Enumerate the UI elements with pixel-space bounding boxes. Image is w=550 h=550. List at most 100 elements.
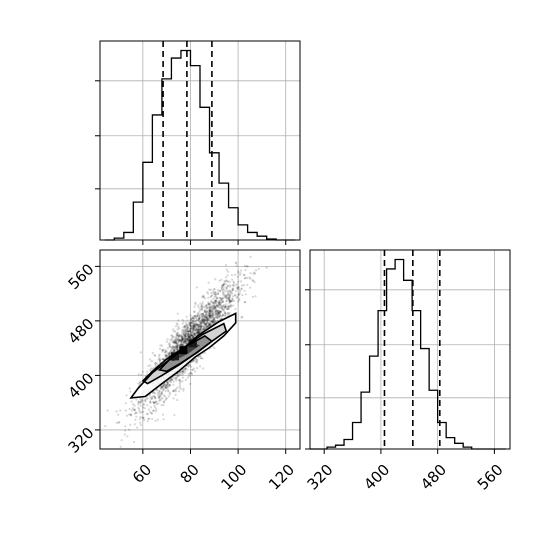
scatter-point xyxy=(198,316,201,319)
scatter-point xyxy=(195,360,198,363)
scatter-point xyxy=(174,344,177,347)
scatter-point xyxy=(163,395,167,398)
scatter-point xyxy=(236,286,239,289)
scatter-point xyxy=(183,341,186,344)
scatter-point xyxy=(153,391,156,394)
scatter-point xyxy=(154,406,157,409)
scatter-point xyxy=(225,300,228,303)
scatter-point xyxy=(211,320,214,323)
scatter-point xyxy=(224,283,227,286)
scatter-point xyxy=(158,396,161,399)
scatter-point xyxy=(216,304,219,307)
scatter-point xyxy=(189,323,192,326)
scatter-point xyxy=(217,305,220,308)
scatter-point xyxy=(160,392,163,395)
scatter-point xyxy=(184,326,187,329)
scatter-point xyxy=(171,334,174,337)
scatter-point xyxy=(214,294,217,298)
scatter-point xyxy=(216,305,219,308)
scatter-point xyxy=(208,315,211,318)
scatter-point xyxy=(199,326,202,329)
scatter-point xyxy=(160,398,163,401)
scatter-point xyxy=(198,331,201,334)
scatter-point xyxy=(174,393,177,396)
scatter-point xyxy=(195,316,198,319)
scatter-point xyxy=(164,390,167,393)
scatter-point xyxy=(199,321,203,324)
scatter-point xyxy=(120,439,123,442)
scatter-point xyxy=(186,330,189,333)
scatter-point xyxy=(190,321,193,324)
scatter-point xyxy=(136,403,140,406)
scatter-point xyxy=(219,310,222,313)
scatter-point xyxy=(156,363,159,366)
scatter-point xyxy=(203,309,206,312)
scatter-point xyxy=(197,318,200,321)
scatter-point xyxy=(176,345,179,348)
scatter-point xyxy=(165,397,168,400)
scatter-point xyxy=(178,333,181,336)
scatter-point xyxy=(166,382,170,385)
scatter-point xyxy=(224,293,227,297)
scatter-point xyxy=(193,333,196,336)
scatter-point xyxy=(186,339,189,342)
scatter-point xyxy=(216,314,219,317)
scatter-point xyxy=(220,278,223,281)
scatter-point xyxy=(176,338,179,341)
scatter-point xyxy=(221,308,224,311)
scatter-point xyxy=(162,384,165,388)
scatter-point xyxy=(181,369,184,372)
scatter-point xyxy=(193,328,197,331)
scatter-point xyxy=(205,318,208,322)
scatter-point xyxy=(177,335,180,338)
scatter-point xyxy=(164,353,167,356)
scatter-point xyxy=(176,328,179,331)
scatter-point xyxy=(189,324,192,327)
scatter-point xyxy=(189,319,192,322)
scatter-point xyxy=(201,328,204,331)
scatter-point xyxy=(108,456,110,458)
scatter-point xyxy=(173,342,176,345)
scatter-point xyxy=(230,299,233,302)
scatter-point xyxy=(187,327,190,330)
scatter-point xyxy=(218,310,221,313)
scatter-point xyxy=(206,306,209,309)
scatter-point xyxy=(215,297,218,300)
scatter-point xyxy=(226,299,229,302)
scatter-point xyxy=(237,293,240,296)
scatter-point xyxy=(200,305,203,308)
scatter-point xyxy=(190,337,193,340)
scatter-point xyxy=(176,312,179,315)
scatter-point xyxy=(183,325,186,328)
scatter-point xyxy=(205,317,208,321)
scatter-point xyxy=(225,279,228,282)
scatter-point xyxy=(176,398,179,402)
scatter-point xyxy=(210,292,213,295)
scatter-point xyxy=(218,313,221,316)
scatter-point xyxy=(214,293,217,296)
scatter-point xyxy=(178,386,181,389)
scatter-point xyxy=(207,281,210,284)
scatter-point xyxy=(194,326,197,329)
scatter-point xyxy=(184,340,187,343)
scatter-point xyxy=(227,305,230,308)
scatter-point xyxy=(197,314,200,318)
scatter-point xyxy=(192,324,195,327)
scatter-point xyxy=(190,334,193,337)
scatter-point xyxy=(164,351,167,354)
scatter-point xyxy=(171,350,174,353)
scatter-point xyxy=(193,305,196,308)
scatter-point xyxy=(139,381,142,384)
scatter-point xyxy=(182,326,185,329)
scatter-point xyxy=(203,351,207,354)
scatter-point xyxy=(221,314,224,317)
scatter-point xyxy=(189,314,192,317)
scatter-point xyxy=(227,307,230,310)
scatter-point xyxy=(219,299,222,302)
scatter-point xyxy=(176,348,179,351)
scatter-point xyxy=(194,333,197,336)
scatter-point xyxy=(170,378,173,381)
scatter-point xyxy=(207,303,210,306)
scatter-point xyxy=(209,316,212,319)
scatter-point xyxy=(181,380,184,383)
